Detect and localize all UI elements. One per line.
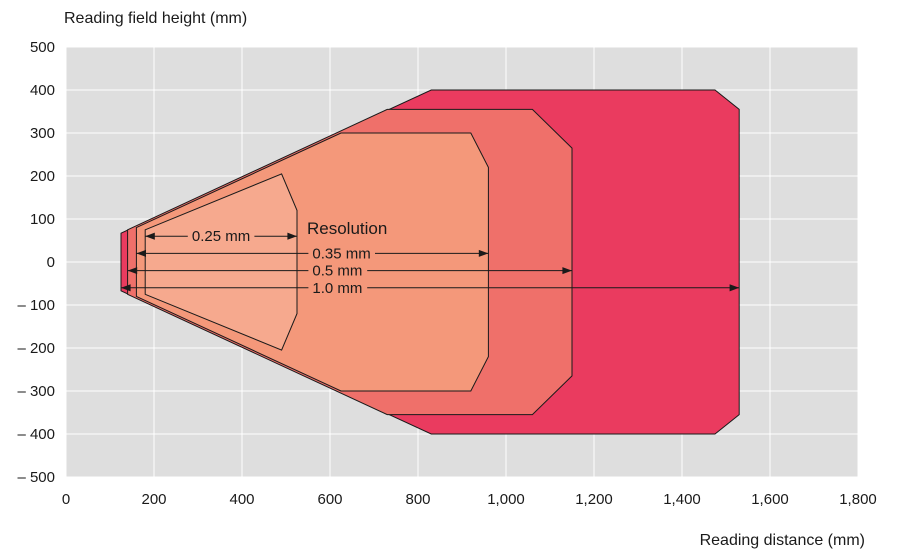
- y-tick-label: 100: [30, 211, 55, 228]
- resolution-regions: [120, 89, 740, 435]
- y-tick-label: 500: [30, 39, 55, 56]
- arrow-05: [127, 267, 572, 275]
- y-tick-label: 0: [47, 254, 55, 271]
- x-tick-label: 1,200: [575, 491, 613, 508]
- y-axis-label: Reading field height (mm): [64, 10, 247, 27]
- series-label-035: 0.35 mm: [312, 245, 370, 262]
- y-tick-label: – 100: [17, 297, 55, 314]
- y-tick-label: 200: [30, 168, 55, 185]
- x-tick-label: 1,600: [751, 491, 789, 508]
- x-tick-label: 800: [405, 491, 430, 508]
- x-tick-label: 600: [317, 491, 342, 508]
- arrow-035: [136, 249, 489, 257]
- resolution-arrows: [121, 232, 740, 292]
- x-axis-label: Reading distance (mm): [700, 532, 865, 549]
- series-labels: 1.0 mm0.5 mm0.35 mm 0.25 mm: [192, 228, 371, 297]
- annotation-resolution: Resolution: [307, 219, 387, 238]
- x-tick-label: 1,000: [487, 491, 525, 508]
- arrow-10: [121, 284, 740, 292]
- x-tick-labels: 0 200 400 600 800 1,000 1,200 1,400 1,600 1,800: [62, 491, 877, 508]
- x-tick-label: 0: [62, 491, 70, 508]
- region-025: [144, 173, 298, 351]
- series-label-10: 1.0 mm: [312, 280, 362, 297]
- y-tick-label: 400: [30, 82, 55, 99]
- y-tick-labels: 500 400 300 200 100 0 – 100 – 200 – 300 – 400 – 50…: [17, 39, 55, 486]
- x-tick-label: 1,800: [839, 491, 877, 508]
- x-tick-label: 200: [141, 491, 166, 508]
- x-tick-label: 1,400: [663, 491, 701, 508]
- y-tick-label: – 200: [17, 340, 55, 357]
- y-tick-label: – 400: [17, 426, 55, 443]
- series-label-05: 0.5 mm: [312, 263, 362, 280]
- y-tick-label: – 300: [17, 383, 55, 400]
- series-label-025: 0.25 mm: [192, 228, 250, 245]
- x-tick-label: 400: [229, 491, 254, 508]
- y-tick-label: 300: [30, 125, 55, 142]
- y-tick-label: – 500: [17, 469, 55, 486]
- arrow-025: [145, 232, 297, 240]
